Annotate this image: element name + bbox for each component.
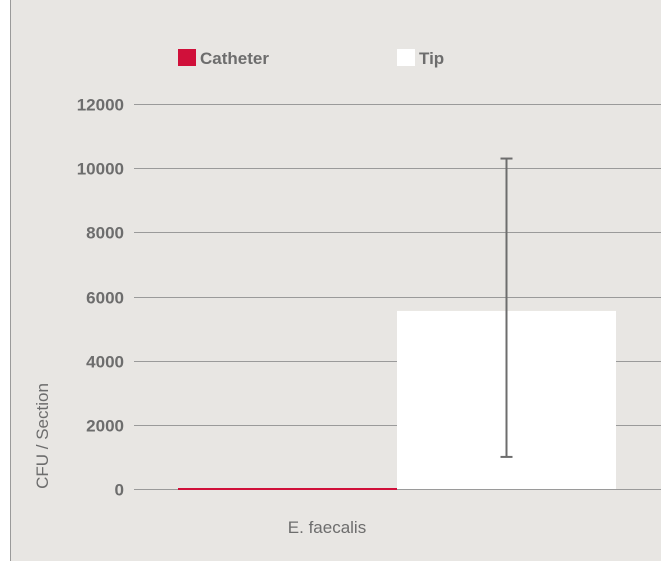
legend-label-catheter: Catheter [200,49,269,68]
y-tick-label-10000: 10000 [77,160,124,179]
legend: Catheter Tip [178,49,444,68]
y-axis-tick-labels: 0 2000 4000 6000 8000 10000 12000 [77,96,124,500]
legend-swatch-tip [397,49,415,66]
y-tick-label-2000: 2000 [86,417,124,436]
y-tick-label-8000: 8000 [86,224,124,243]
category-label: E. faecalis [288,518,366,537]
y-tick-label-6000: 6000 [86,289,124,308]
legend-swatch-catheter [178,49,196,66]
legend-label-tip: Tip [419,49,444,68]
y-tick-label-4000: 4000 [86,353,124,372]
y-axis-title: CFU / Section [33,383,52,489]
y-tick-label-0: 0 [115,481,124,500]
y-tick-label-12000: 12000 [77,96,124,115]
error-bars [500,157,513,458]
bar-catheter [178,488,397,490]
